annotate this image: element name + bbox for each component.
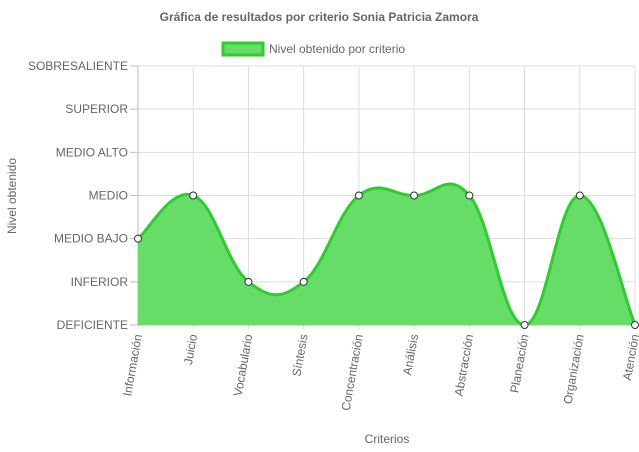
x-axis-label: Criterios (365, 432, 410, 446)
x-tick-label: Planeación (507, 333, 531, 394)
data-point[interactable] (189, 191, 198, 200)
y-tick-label: SOBRESALIENTE (28, 59, 128, 73)
legend-label: Nivel obtenido por criterio (269, 42, 405, 56)
data-point[interactable] (520, 321, 529, 329)
x-tick-label: Vocabulario (231, 333, 256, 398)
y-tick-label: SUPERIOR (65, 102, 128, 116)
data-point[interactable] (575, 191, 584, 200)
y-tick-label: MEDIO BAJO (54, 232, 128, 246)
y-tick-label: MEDIO (89, 189, 128, 203)
x-tick-label: Información (120, 333, 145, 397)
legend-swatch (221, 41, 265, 57)
data-point[interactable] (354, 191, 363, 200)
data-point[interactable] (631, 321, 639, 329)
x-tick-label: Atención (620, 333, 639, 381)
x-tick-label: Concentración (339, 333, 366, 412)
x-tick-label: Juicio (181, 333, 200, 366)
y-tick-label: MEDIO ALTO (56, 145, 128, 159)
y-axis-label: Nivel obtenido (5, 158, 19, 234)
data-point[interactable] (134, 234, 142, 243)
series-area (136, 182, 637, 327)
y-tick-label: DEFICIENTE (57, 318, 128, 332)
chart-title: Gráfica de resultados por criterio Sonia… (160, 10, 479, 24)
data-point[interactable] (410, 191, 419, 200)
legend[interactable]: Nivel obtenido por criterio (221, 41, 405, 57)
data-point[interactable] (244, 277, 253, 286)
series-fill (138, 183, 635, 325)
y-tick-label: INFERIOR (71, 275, 129, 289)
y-axis-ticks: DEFICIENTE INFERIOR MEDIO BAJO MEDIO MEDIO A… (28, 59, 128, 332)
x-axis-ticks: Información Juicio Vocabulario Síntesis Conc… (120, 333, 639, 412)
x-tick-label: Síntesis (289, 333, 310, 377)
x-tick-label: Abstracción (452, 333, 477, 397)
data-point[interactable] (299, 277, 308, 286)
x-tick-label: Organización (561, 333, 587, 405)
x-tick-label: Análisis (400, 333, 421, 376)
data-points (134, 191, 639, 329)
data-point[interactable] (465, 191, 474, 200)
